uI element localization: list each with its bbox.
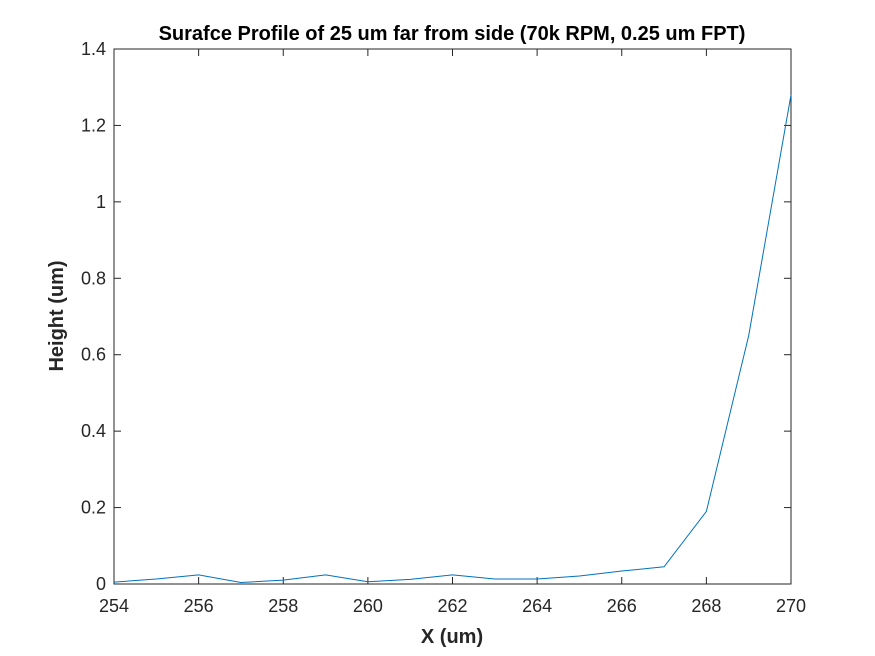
y-tick-label: 1 <box>96 192 106 212</box>
y-tick-label: 1.2 <box>81 115 106 135</box>
x-tick-label: 254 <box>99 596 129 616</box>
x-tick-label: 256 <box>184 596 214 616</box>
x-tick-label: 264 <box>522 596 552 616</box>
chart-title: Surafce Profile of 25 um far from side (… <box>159 23 746 45</box>
y-tick-label: 0.4 <box>81 421 106 441</box>
x-tick-label: 266 <box>607 596 637 616</box>
y-tick-label: 1.4 <box>81 39 106 59</box>
y-tick-label: 0.2 <box>81 498 106 518</box>
x-tick-label: 258 <box>268 596 298 616</box>
x-tick-label: 268 <box>691 596 721 616</box>
y-tick-label: 0.8 <box>81 268 106 288</box>
series-layer <box>113 94 792 583</box>
plot-area <box>113 48 792 585</box>
x-tick-label: 262 <box>437 596 467 616</box>
x-tick-label: 260 <box>353 596 383 616</box>
y-tick-label: 0.6 <box>81 345 106 365</box>
series-line <box>113 94 792 583</box>
x-tick-label: 270 <box>776 596 806 616</box>
x-axis: 254 256 258 260 262 264 266 268 270 <box>99 49 806 616</box>
y-axis-label: Height (um) <box>46 260 68 371</box>
y-axis: 0 0.2 0.4 0.6 0.8 1 1.2 1.4 <box>81 39 791 594</box>
x-axis-label: X (um) <box>421 626 483 648</box>
y-tick-label: 0 <box>96 574 106 594</box>
